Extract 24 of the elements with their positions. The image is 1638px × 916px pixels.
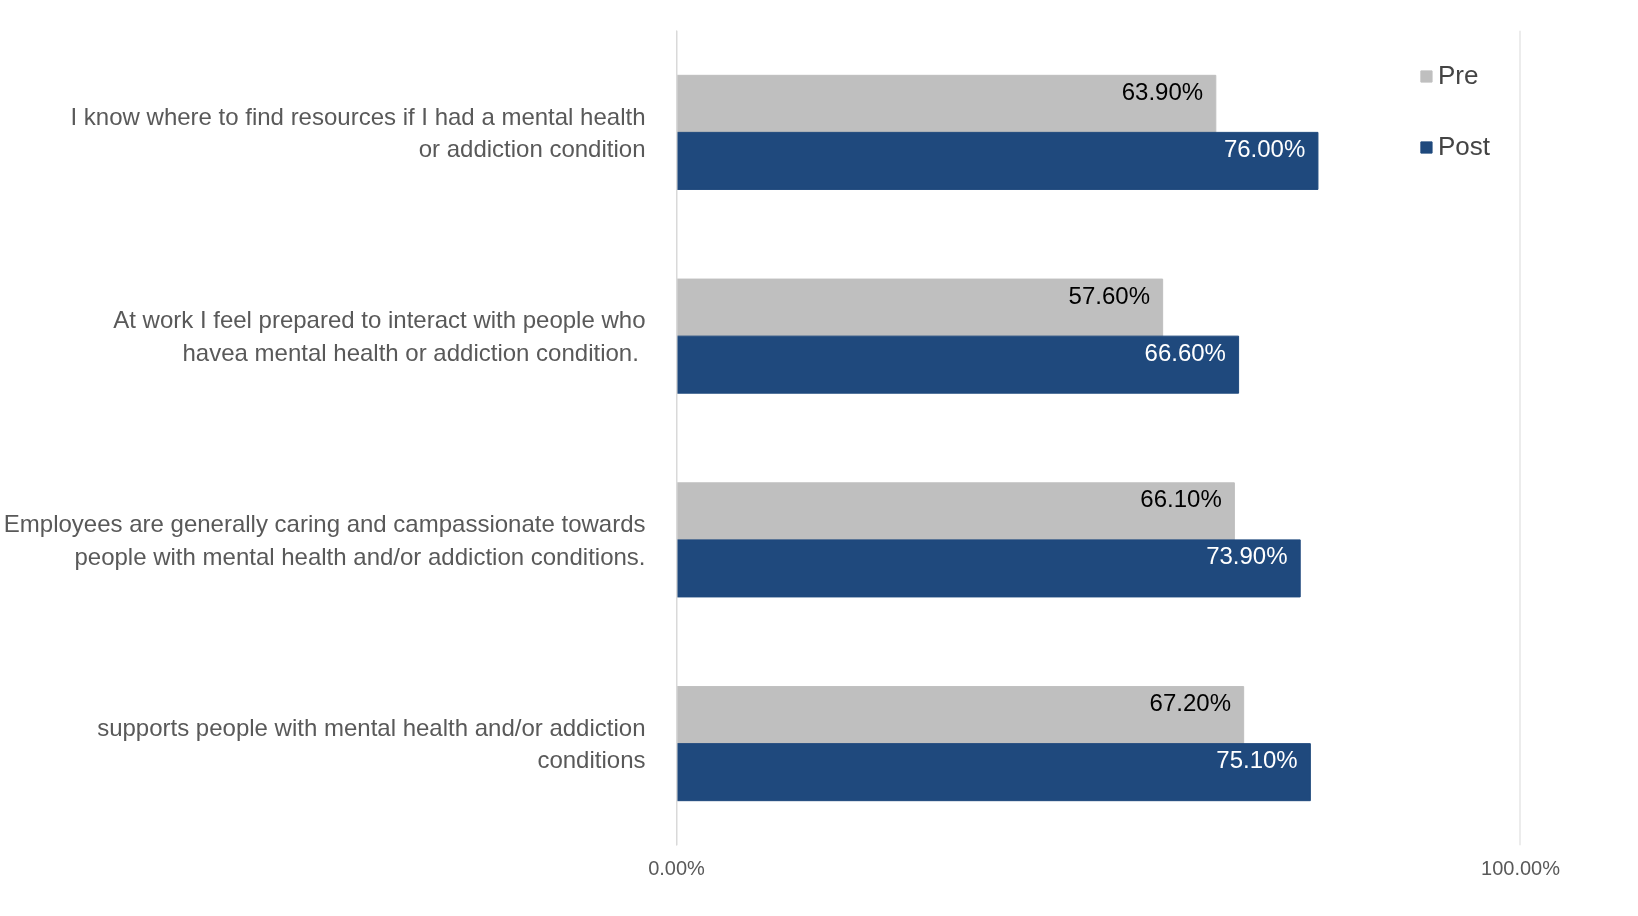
data-label: 66.10% <box>1140 485 1222 513</box>
x-tick-label: 0.00% <box>648 856 706 879</box>
y-tick-label: At work I feel prepared to interact with people who havea mental health or addiction condition. <box>113 306 646 366</box>
data-label: 73.90% <box>1206 542 1288 570</box>
data-label: 76.00% <box>1223 134 1306 162</box>
data-label: 75.10% <box>1216 746 1298 774</box>
data-label: 66.60% <box>1144 338 1226 366</box>
data-label: 63.90% <box>1121 77 1204 105</box>
x-tick-label: 100.00% <box>1481 856 1561 879</box>
bar <box>676 74 1217 133</box>
bar <box>676 335 1240 394</box>
bar <box>676 686 1245 745</box>
legend-label: Post <box>1437 131 1490 162</box>
data-label: 57.60% <box>1068 281 1150 309</box>
data-label: 67.20% <box>1149 689 1232 717</box>
y-tick-label: Employees are generally caring and campassionate towards people with mental health and/or addiction conditions. <box>3 510 646 570</box>
bar <box>676 482 1235 541</box>
legend-label: Pre <box>1437 60 1479 91</box>
bar <box>676 278 1164 337</box>
bar <box>676 131 1319 190</box>
bar <box>676 539 1301 598</box>
y-tick-label: supports people with mental health and/or addiction conditions <box>97 713 646 774</box>
y-tick-label: I know where to find resources if I had a mental health or addiction condition <box>70 102 646 163</box>
bar <box>676 743 1311 802</box>
